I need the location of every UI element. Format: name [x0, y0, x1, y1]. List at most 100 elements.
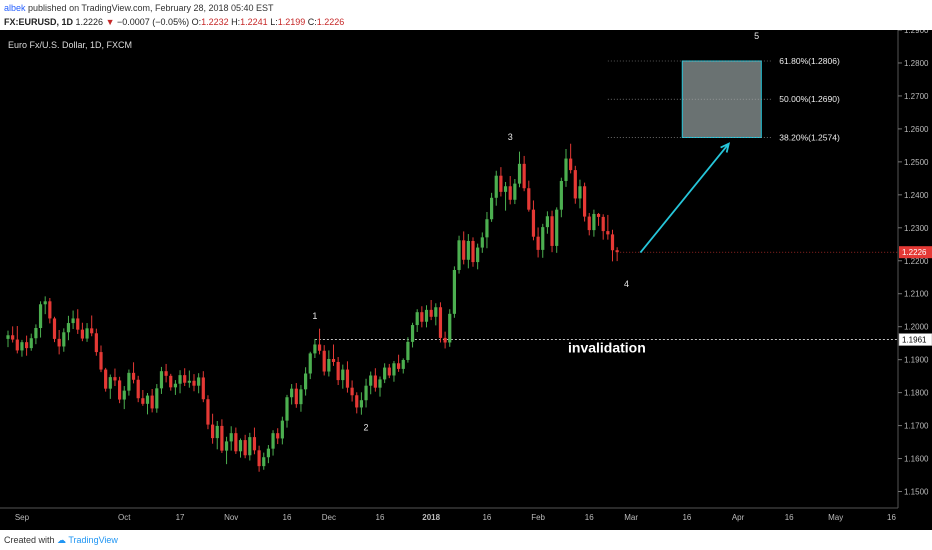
candle-body: [615, 250, 619, 253]
price-tick-label: 1.2600: [904, 125, 929, 134]
candle-body: [531, 209, 536, 237]
candle-body: [466, 240, 470, 260]
candle-body: [150, 395, 154, 409]
tradingview-link[interactable]: TradingView: [68, 535, 118, 545]
open-value: 1.2232: [201, 17, 229, 27]
chart-title: Euro Fx/U.S. Dollar, 1D, FXCM: [8, 40, 132, 50]
candle-body: [187, 380, 191, 383]
high-label: H:: [231, 17, 241, 27]
candle-body: [527, 188, 531, 210]
candle-body: [215, 425, 219, 439]
open-label: O:: [191, 17, 202, 27]
symbol-line: FX:EURUSD, 1D 1.2226 ▼ −0.0007 (−0.05%) …: [4, 17, 344, 27]
candle-body: [485, 219, 489, 238]
time-tick-label: Oct: [118, 513, 131, 522]
candle-body: [327, 358, 331, 372]
candle-body: [38, 304, 43, 329]
candle-body: [499, 175, 503, 192]
chart-area[interactable]: 1.2900 1.2800 1.2700 1.2600 1.2500 1.2400 1.23…: [0, 26, 932, 530]
candle-body: [345, 369, 350, 388]
author-link[interactable]: albek: [4, 3, 26, 13]
candle-body: [313, 344, 317, 354]
candle-body: [545, 216, 549, 228]
price-tick-label: 1.2900: [904, 30, 929, 35]
time-tick-label: Dec: [322, 513, 336, 522]
low-label: L:: [270, 17, 278, 27]
candle-body: [192, 380, 196, 386]
time-tick-label: May: [828, 513, 843, 522]
candle-body: [280, 420, 284, 439]
candle-body: [113, 377, 117, 381]
time-tick-label: 16: [682, 513, 691, 522]
last-price-label: 1.2226: [902, 248, 927, 257]
wave-label: 1: [312, 311, 317, 321]
candle-body: [490, 197, 494, 220]
candle-body: [159, 371, 164, 389]
candle-body: [438, 307, 443, 338]
time-tick-label: 16: [482, 513, 491, 522]
candle-body: [52, 318, 57, 339]
candle-body: [20, 342, 24, 351]
candle-body: [415, 312, 419, 326]
price-tick-label: 1.2400: [904, 191, 929, 200]
wave-label: 4: [624, 279, 629, 289]
price-tick-label: 1.2200: [904, 257, 929, 266]
candle-body: [127, 372, 131, 391]
time-tick-label: 16: [887, 513, 896, 522]
candle-body: [122, 390, 126, 400]
price-tick-label: 1.2100: [904, 290, 929, 299]
candle-body: [211, 424, 215, 439]
time-tick-label: 17: [176, 513, 185, 522]
target-arrow-line: [639, 143, 730, 254]
candle-body: [350, 387, 354, 396]
time-tick-label: 2018: [422, 513, 440, 522]
candlestick-chart[interactable]: 1.2900 1.2800 1.2700 1.2600 1.2500 1.2400 1.23…: [0, 26, 932, 530]
price-tick-label: 1.2300: [904, 224, 929, 233]
footer: Created with ☁ TradingView: [0, 530, 932, 550]
candle-body: [596, 213, 601, 217]
candle-body: [85, 328, 89, 339]
candle-body: [429, 309, 433, 317]
wave-label: 2: [364, 422, 369, 432]
candle-body: [248, 437, 252, 456]
candle-body: [322, 350, 326, 372]
candle-body: [341, 369, 345, 381]
last-price-tag: [899, 246, 932, 259]
candle-body: [66, 323, 71, 333]
candle-body: [559, 180, 563, 210]
time-tick-label: Nov: [224, 513, 238, 522]
time-tick-label: 16: [785, 513, 794, 522]
candle-body: [243, 440, 247, 456]
change: −0.0007 (−0.05%): [117, 17, 190, 27]
candle-body: [145, 395, 150, 404]
candle-body: [169, 375, 173, 388]
candle-body: [62, 332, 66, 347]
candle-body: [262, 457, 266, 467]
candle-body: [224, 441, 229, 451]
candle-body: [457, 240, 461, 270]
candle-body: [606, 231, 610, 235]
low-value: 1.2199: [277, 17, 306, 27]
candle-body: [555, 209, 559, 246]
high-value: 1.2241: [240, 17, 268, 27]
wave-label: 3: [508, 132, 513, 142]
candle-body: [57, 338, 61, 347]
candle-body: [331, 358, 336, 362]
candle-body: [513, 183, 517, 200]
candle-body: [471, 240, 475, 263]
candle-body: [355, 395, 359, 408]
candle-body: [238, 440, 243, 452]
candle-body: [164, 371, 168, 376]
candle-body: [522, 163, 526, 189]
candle-body: [601, 216, 605, 232]
candle-body: [276, 433, 280, 439]
candle-body: [364, 385, 368, 401]
candle-body: [378, 379, 382, 388]
candle-body: [6, 335, 10, 339]
candle-body: [610, 234, 615, 251]
candle-body: [317, 344, 322, 351]
candle-body: [155, 388, 159, 409]
price-tick-label: 1.1800: [904, 389, 929, 398]
candle-body: [94, 333, 98, 353]
candle-body: [383, 367, 387, 380]
